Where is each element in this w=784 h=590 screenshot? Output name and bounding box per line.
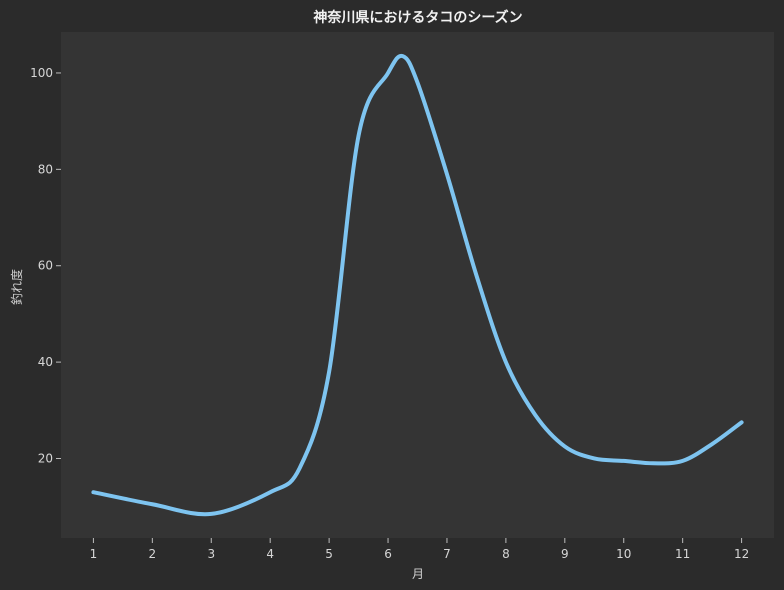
x-tick-label: 10 bbox=[616, 547, 631, 561]
x-tick-label: 9 bbox=[561, 547, 569, 561]
x-tick-label: 12 bbox=[734, 547, 749, 561]
y-tick-label: 100 bbox=[30, 66, 53, 80]
y-tick-label: 20 bbox=[38, 451, 53, 465]
x-tick-label: 4 bbox=[266, 547, 274, 561]
x-tick-label: 7 bbox=[443, 547, 451, 561]
y-axis-label: 釣れ度 bbox=[9, 269, 24, 305]
x-tick-label: 1 bbox=[90, 547, 98, 561]
x-tick-label: 8 bbox=[502, 547, 510, 561]
y-axis: 20 40 60 80 100 bbox=[30, 66, 61, 465]
y-tick-label: 40 bbox=[38, 355, 53, 369]
x-tick-label: 2 bbox=[149, 547, 157, 561]
x-axis: 1 2 3 4 5 6 7 8 9 10 11 12 bbox=[90, 538, 749, 561]
x-tick-label: 11 bbox=[675, 547, 690, 561]
series-line bbox=[91, 53, 744, 517]
x-tick-label: 6 bbox=[384, 547, 392, 561]
y-tick-label: 80 bbox=[38, 162, 53, 176]
y-tick-label: 60 bbox=[38, 259, 53, 273]
plot-area bbox=[61, 32, 774, 538]
series-layer bbox=[91, 53, 744, 517]
x-tick-label: 5 bbox=[325, 547, 333, 561]
x-axis-label: 月 bbox=[412, 567, 424, 581]
x-tick-label: 3 bbox=[207, 547, 215, 561]
chart-title: 神奈川県におけるタコのシーズン bbox=[313, 9, 522, 26]
